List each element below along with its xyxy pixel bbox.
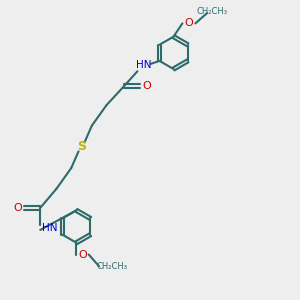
Text: O: O	[184, 18, 193, 28]
Text: O: O	[79, 250, 87, 260]
Text: HN: HN	[42, 224, 58, 233]
Text: O: O	[13, 203, 22, 213]
Text: CH₂CH₃: CH₂CH₃	[196, 7, 227, 16]
Text: S: S	[77, 140, 86, 153]
Text: HN: HN	[136, 60, 151, 70]
Text: O: O	[142, 81, 151, 91]
Text: CH₂CH₃: CH₂CH₃	[97, 262, 128, 271]
